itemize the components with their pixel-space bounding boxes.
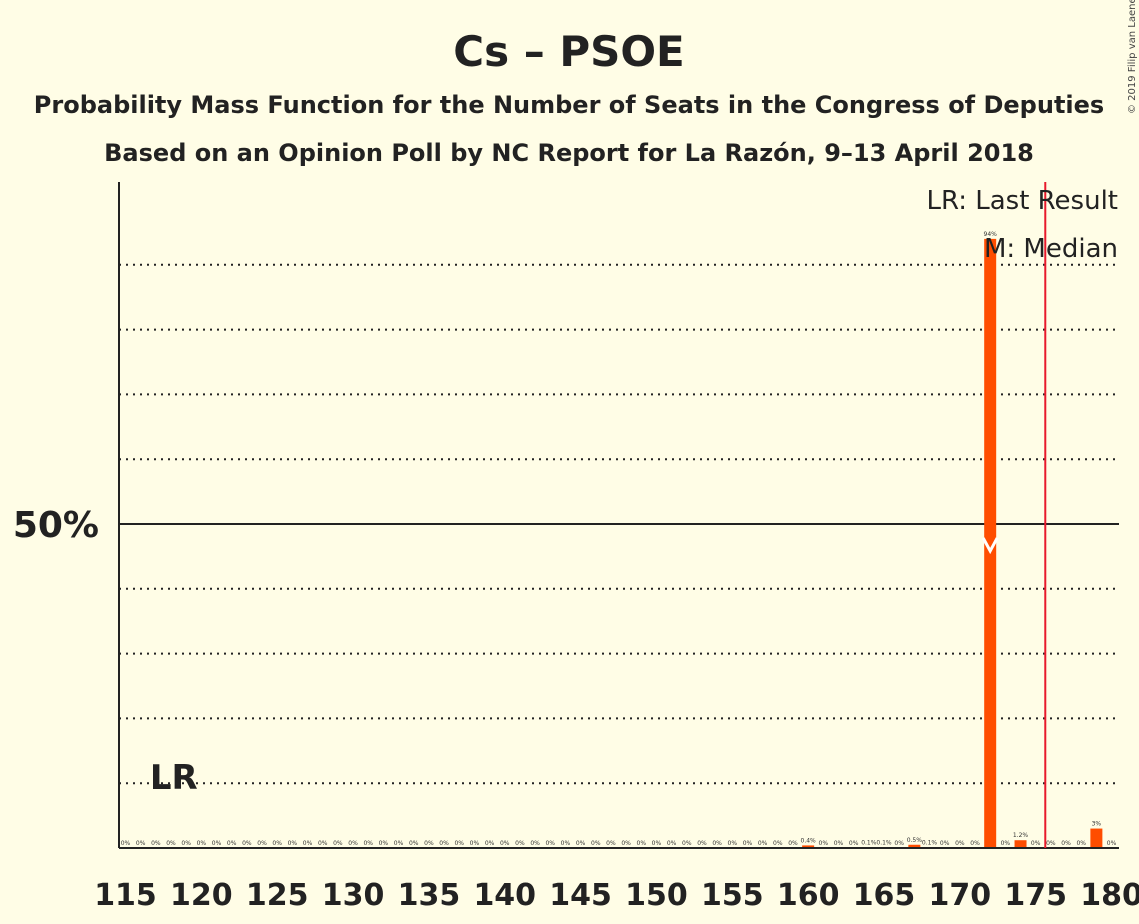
x-ticks-group: 115 120 125 130 135 140 145 150 155 160 165 170 175 1…: [94, 878, 1139, 913]
bar-label: 0%: [697, 840, 707, 847]
bar-label: 0%: [242, 840, 252, 847]
x-tick-label: 115: [94, 878, 157, 913]
bar-label: 0%: [363, 840, 373, 847]
bar-label: 0%: [1076, 840, 1086, 847]
bar-label: 0%: [227, 840, 237, 847]
x-tick-label: 180: [1080, 878, 1139, 913]
bar-label: 0%: [758, 840, 768, 847]
x-tick-label: 150: [625, 878, 688, 913]
bar-label: 0%: [970, 840, 980, 847]
bar-label: 0%: [485, 840, 495, 847]
bar-label: 0%: [1031, 840, 1041, 847]
bar-label: 0%: [940, 840, 950, 847]
bar-label: 0%: [743, 840, 753, 847]
x-tick-label: 160: [777, 878, 840, 913]
bar-label: 0%: [288, 840, 298, 847]
bar-label: 1.2%: [1013, 832, 1029, 839]
bar-label: 0%: [409, 840, 419, 847]
x-tick-label: 165: [853, 878, 916, 913]
bar-label: 0%: [667, 840, 677, 847]
x-tick-label: 175: [1004, 878, 1067, 913]
bar-label: 0%: [773, 840, 783, 847]
bar-label: 0%: [682, 840, 692, 847]
bar-label: 0%: [819, 840, 829, 847]
bar: [984, 238, 997, 848]
bar-label: 0%: [470, 840, 480, 847]
bar-label: 0%: [500, 840, 510, 847]
bar-label: 0%: [454, 840, 464, 847]
bar-label: 0%: [212, 840, 222, 847]
bar-label: 3%: [1092, 821, 1102, 828]
bar-label: 0%: [621, 840, 631, 847]
bar-label: 0%: [849, 840, 859, 847]
bar-label: 0%: [712, 840, 722, 847]
bar-label: 0%: [151, 840, 161, 847]
x-tick-label: 155: [701, 878, 764, 913]
x-tick-label: 125: [246, 878, 309, 913]
bar-label: 0%: [606, 840, 616, 847]
bar-label: 0%: [181, 840, 191, 847]
x-tick-label: 120: [170, 878, 233, 913]
bar-label: 0%: [1001, 840, 1011, 847]
bar-label: 0%: [1061, 840, 1071, 847]
chart-title: Cs – PSOE: [453, 27, 685, 76]
bar: [1014, 840, 1027, 848]
bar-label: 0%: [379, 840, 389, 847]
last-result-marker: LR: [150, 758, 198, 798]
bar-labels-group: 0% 0% 0% 0% 0% 0% 0% 0% 0% 0% 0% 0% 0% 0% 0% 0% 0% 0% 0% 0%…: [121, 231, 1117, 847]
gridlines: [119, 263, 1119, 785]
bar-label: 0.1%: [861, 839, 877, 846]
bar-label: 0%: [576, 840, 586, 847]
bar: [802, 845, 815, 848]
bar-label: 0.1%: [922, 839, 938, 846]
x-tick-label: 130: [322, 878, 385, 913]
bar-label: 0%: [530, 840, 540, 847]
chart-subtitle: Probability Mass Function for the Number…: [34, 91, 1104, 119]
bar-label: 0%: [333, 840, 343, 847]
bar-label: 0%: [318, 840, 328, 847]
x-tick-label: 135: [398, 878, 461, 913]
bar-label: 0%: [348, 840, 358, 847]
bar-label: 0%: [637, 840, 647, 847]
bar-label: 0%: [257, 840, 267, 847]
bar-label: 0%: [121, 840, 131, 847]
bar-label: 0.4%: [801, 837, 817, 844]
bar-label: 0%: [955, 840, 965, 847]
bar-label: 0%: [303, 840, 313, 847]
bar-label: 0%: [834, 840, 844, 847]
legend-last-result: LR: Last Result: [926, 186, 1118, 216]
x-tick-label: 140: [473, 878, 536, 913]
bar-label: 0%: [424, 840, 434, 847]
bar-label: 94%: [984, 231, 998, 238]
bar: [1090, 828, 1103, 848]
bar-label: 0%: [166, 840, 176, 847]
bar-label: 0%: [1046, 840, 1056, 847]
bar-label: 0%: [591, 840, 601, 847]
bar-label: 0%: [728, 840, 738, 847]
bar-label: 0.5%: [907, 837, 923, 844]
bar-label: 0%: [136, 840, 146, 847]
bar-label: 0%: [515, 840, 525, 847]
x-tick-label: 170: [929, 878, 992, 913]
bar-label: 0%: [394, 840, 404, 847]
chart-subtitle-source: Based on an Opinion Poll by NC Report fo…: [104, 139, 1034, 167]
bar-label: 0.1%: [876, 839, 892, 846]
bar-label: 0%: [788, 840, 798, 847]
bar-label: 0%: [652, 840, 662, 847]
copyright-text: © 2019 Filip van Laenen: [1127, 0, 1138, 114]
bar-label: 0%: [561, 840, 571, 847]
bar-label: 0%: [197, 840, 207, 847]
median-marker: [981, 537, 999, 555]
y-tick-50: 50%: [13, 505, 99, 546]
legend-median: M: Median: [984, 234, 1118, 264]
bar-label: 0%: [272, 840, 282, 847]
x-tick-label: 145: [549, 878, 612, 913]
bar-label: 0%: [439, 840, 449, 847]
bar: [908, 844, 921, 848]
bar-label: 0%: [894, 840, 904, 847]
bar-label: 0%: [1107, 840, 1117, 847]
bar-label: 0%: [545, 840, 555, 847]
